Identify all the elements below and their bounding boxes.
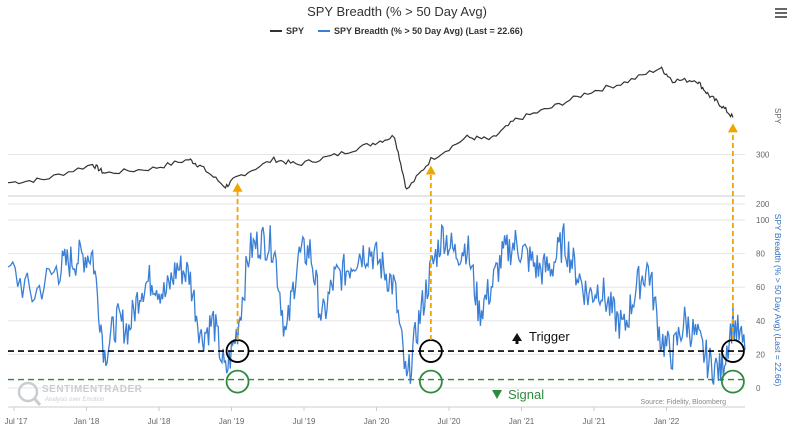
spy-price-line — [7, 66, 734, 190]
legend-item-breadth[interactable]: SPY Breadth (% > 50 Day Avg) (Last = 22.… — [334, 26, 523, 36]
y-tick-label: 200 — [756, 200, 770, 209]
y-tick-label: 20 — [756, 350, 765, 359]
watermark: SENTIMENTRADER Analysis over Emotion — [17, 381, 143, 406]
signal-marker — [225, 369, 250, 394]
trigger-label: Trigger — [529, 329, 570, 344]
x-tick-label: Jan '18 — [74, 417, 100, 426]
x-tick-label: Jan '22 — [654, 417, 680, 426]
down-arrow-icon — [492, 390, 502, 399]
y-tick-label: 80 — [756, 250, 765, 259]
legend-item-spy[interactable]: SPY — [286, 26, 304, 36]
breadth-line — [7, 223, 746, 385]
logo-icon — [17, 381, 42, 406]
x-axis-ticks: Jul '17 Jan '18 Jul '18 Jan '19 Jul '19 Jan '… — [5, 407, 680, 426]
up-arrow-icon — [512, 333, 522, 344]
y-axis-ticks: 200 300 0 20 40 60 80 100 — [756, 151, 770, 394]
x-tick-label: Jan '19 — [219, 417, 245, 426]
y-tick-label: 60 — [756, 283, 765, 292]
x-tick-label: Jul '18 — [148, 417, 171, 426]
chart-title: SPY Breadth (% > 50 Day Avg) — [307, 4, 487, 19]
menu-icon[interactable] — [775, 8, 787, 18]
signal-marker — [418, 369, 443, 394]
signal-label: Signal — [508, 387, 544, 402]
legend: SPY SPY Breadth (% > 50 Day Avg) (Last =… — [270, 26, 523, 36]
signal-marker — [721, 369, 745, 394]
trigger-annotation: Trigger — [512, 329, 570, 344]
arrowhead — [727, 123, 738, 133]
x-tick-label: Jul '21 — [583, 417, 606, 426]
signal-annotation: Signal — [492, 387, 544, 402]
event-markers — [225, 123, 745, 394]
watermark-tagline: Analysis over Emotion — [44, 397, 105, 403]
y-tick-label: 100 — [756, 216, 770, 225]
gridlines — [8, 154, 745, 389]
y-tick-label: 300 — [756, 151, 770, 160]
source-note: Source: Fidelity, Bloomberg — [641, 399, 727, 406]
arrowhead — [425, 165, 436, 175]
watermark-brand: SENTIMENTRADER — [42, 384, 143, 395]
y-tick-label: 0 — [756, 384, 761, 393]
x-tick-label: Jul '17 — [5, 417, 28, 426]
spy-axis-title: SPY — [773, 108, 782, 125]
arrowhead — [232, 182, 243, 192]
x-tick-label: Jan '20 — [364, 417, 390, 426]
x-tick-label: Jul '19 — [293, 417, 316, 426]
x-tick-label: Jan '21 — [509, 417, 535, 426]
y-tick-label: 40 — [756, 317, 765, 326]
x-tick-label: Jul '20 — [438, 417, 461, 426]
breadth-axis-title: SPY Breadth (% > 50 Day Avg) (Last = 22.… — [773, 214, 783, 387]
